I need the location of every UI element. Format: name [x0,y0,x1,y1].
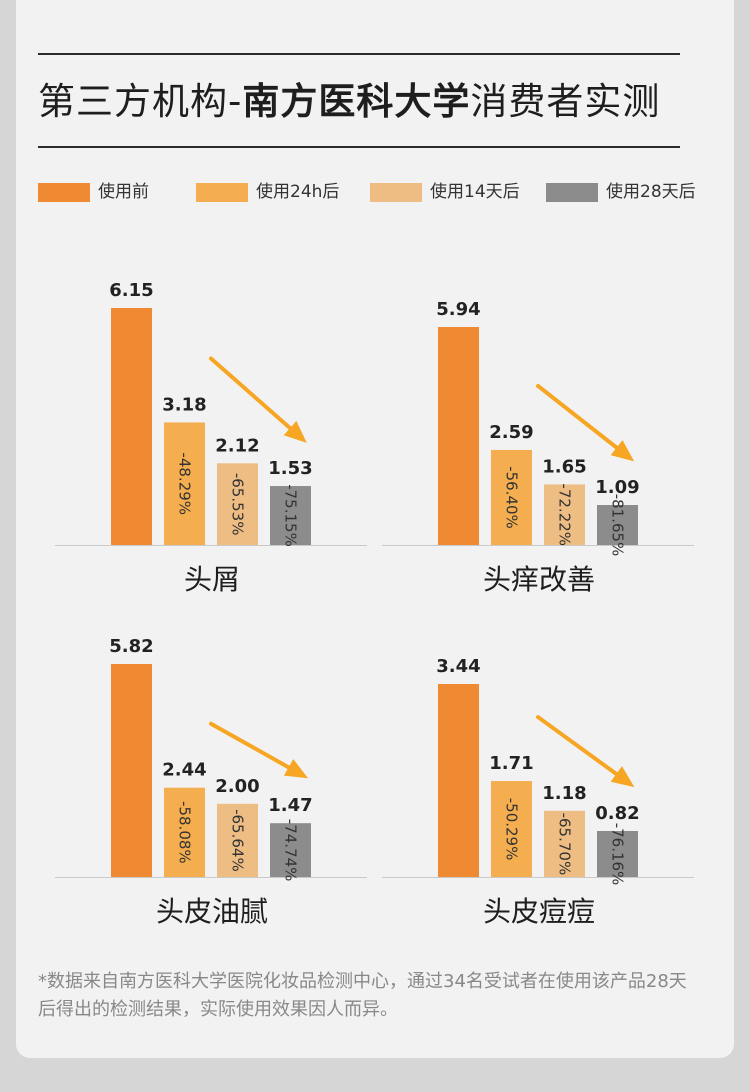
chart-panel-3: 5.82 2.44 -58.08% 2.00 -65.64% 1.47 -74.74% 头皮油… [55,636,367,928]
bar [217,463,258,545]
trend-arrow [209,356,307,443]
trend-arrow [536,383,635,462]
bar-value-label: 3.18 [162,394,206,415]
legend-label: 使用前 [98,182,149,202]
bar [544,810,585,877]
chart-panel-4: 3.44 1.71 -50.29% 1.18 -65.70% 0.82-76.16% 头皮痘… [382,656,694,928]
trend-arrow [209,721,309,779]
chart-panel-2: 5.94 2.59 -56.40% 1.65 -72.22% 1.09-81.65% 头痒改… [382,299,694,596]
chart-category-title: 头屑 [184,563,240,596]
trend-arrow [536,715,635,788]
bar-change-label: -50.29% [503,798,521,861]
chart-category-title: 头皮痘痘 [483,895,595,928]
bar [491,781,532,877]
chart-category-title: 头痒改善 [483,563,595,596]
bar [544,484,585,545]
bar-change-label: -65.53% [229,473,247,536]
bar-value-label: 5.82 [109,636,153,657]
bar-value-label: 1.53 [268,458,312,479]
bar-change-label: -65.70% [556,813,574,876]
page-title: 第三方机构-南方医科大学消费者实测 [38,74,698,130]
legend-swatch [546,183,598,202]
bar-change-label: -75.15% [282,484,300,547]
chart-category-title: 头皮油腻 [156,895,268,928]
bar-value-label: 2.12 [215,435,259,456]
bar [597,504,638,545]
bar-change-label: -81.65% [609,494,627,557]
bar-value-label: 1.09 [595,477,639,498]
bar [438,684,479,877]
bar-change-label: -74.74% [282,819,300,882]
bar-value-label: 5.94 [436,299,480,320]
title-suffix: 消费者实测 [470,80,661,123]
legend-label: 使用24h后 [256,182,340,202]
bar [270,486,311,545]
bar-value-label: 1.71 [489,753,533,774]
bar-change-label: -76.16% [609,823,627,886]
footnote: *数据来自南方医科大学医院化妆品检测中心，通过34名受试者在使用该产品28天后得… [38,971,687,1020]
bar-value-label: 1.65 [542,456,586,477]
bar-value-label: 2.00 [215,776,259,797]
bar [164,422,205,545]
legend: 使用前 使用24h后 使用14天后 使用28天后 [38,180,698,204]
bar-change-label: -56.40% [503,466,521,529]
bar [597,830,638,877]
chart-panel-1: 6.15 3.18 -48.29% 2.12 -65.53% 1.53 -75.15% 头屑 [55,280,367,596]
bar-change-label: -48.29% [176,452,194,515]
bar-value-label: 2.44 [162,760,206,781]
bar-value-label: 1.18 [542,783,586,804]
bar [217,803,258,877]
title-highlight: 南方医科大学 [242,80,471,123]
bar [164,787,205,877]
legend-label: 使用14天后 [430,182,520,202]
legend-swatch [38,183,90,202]
bar [111,664,152,877]
bar-change-label: -65.64% [229,809,247,872]
bar-change-label: -58.08% [176,801,194,864]
bar-value-label: 2.59 [489,422,533,443]
bar [111,308,152,545]
bar [270,823,311,877]
bar-change-label: -72.22% [556,483,574,546]
bar-value-label: 3.44 [436,656,480,677]
bar-value-label: 0.82 [595,803,639,824]
legend-swatch [370,183,422,202]
bottom-rule [38,146,680,148]
top-rule [38,53,680,55]
bar-value-label: 1.47 [268,795,312,816]
legend-swatch [196,183,248,202]
title-prefix: 第三方机构- [38,80,243,123]
bar [491,449,532,545]
bar-value-label: 6.15 [109,280,153,301]
bar [438,327,479,545]
legend-label: 使用28天后 [606,182,696,202]
